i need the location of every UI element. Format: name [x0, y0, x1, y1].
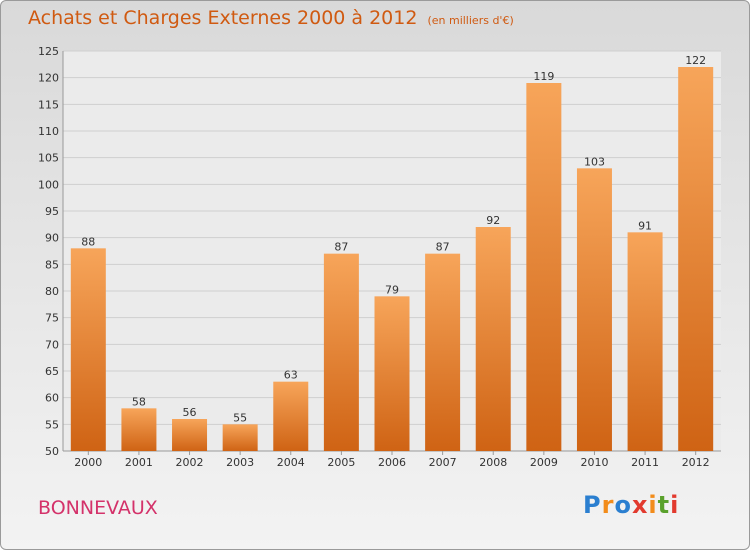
bar — [273, 381, 309, 451]
x-tick-label: 2001 — [125, 456, 153, 469]
bar — [121, 408, 157, 451]
y-tick-label: 85 — [45, 258, 59, 271]
x-tick-label: 2006 — [378, 456, 406, 469]
chart-title: Achats et Charges Externes 2000 à 2012 (e… — [28, 7, 514, 29]
y-tick-label: 70 — [45, 338, 59, 351]
x-tick-label: 2008 — [479, 456, 507, 469]
bar — [70, 248, 106, 451]
y-tick-label: 110 — [38, 125, 59, 138]
chart-title-main: Achats et Charges Externes 2000 à 2012 — [28, 7, 418, 29]
bar — [323, 253, 359, 451]
bar — [374, 296, 410, 451]
x-tick-label: 2012 — [682, 456, 710, 469]
bar — [172, 419, 208, 451]
x-tick-label: 2007 — [429, 456, 457, 469]
proxiti-logo: Proxiti — [583, 491, 679, 519]
bar — [576, 168, 612, 452]
x-tick-label: 2003 — [226, 456, 254, 469]
bar-value-label: 122 — [685, 54, 706, 67]
bar — [475, 227, 511, 451]
x-tick-label: 2005 — [327, 456, 355, 469]
bar — [222, 424, 258, 451]
x-tick-label: 2000 — [74, 456, 102, 469]
x-tick-label: 2004 — [277, 456, 305, 469]
logo-letter: o — [614, 491, 632, 519]
x-tick-label: 2011 — [631, 456, 659, 469]
city-name: BONNEVAUX — [38, 497, 158, 519]
logo-letter: P — [583, 491, 602, 519]
y-tick-label: 60 — [45, 392, 59, 405]
logo-letter: x — [631, 491, 649, 519]
y-tick-label: 95 — [45, 205, 59, 218]
y-tick-label: 120 — [38, 72, 59, 85]
bar-value-label: 87 — [436, 241, 450, 254]
bar-value-label: 119 — [533, 70, 554, 83]
bar-value-label: 103 — [584, 155, 605, 168]
logo-letter: t — [657, 491, 671, 519]
bar-value-label: 92 — [486, 214, 500, 227]
logo-letter: i — [648, 491, 658, 519]
bar-value-label: 63 — [284, 369, 298, 382]
bar-value-label: 91 — [638, 219, 652, 232]
y-tick-label: 50 — [45, 445, 59, 458]
y-tick-label: 125 — [38, 45, 59, 58]
x-tick-label: 2002 — [176, 456, 204, 469]
y-tick-label: 75 — [45, 312, 59, 325]
y-tick-label: 90 — [45, 232, 59, 245]
logo-letter: i — [670, 491, 680, 519]
bar-value-label: 56 — [183, 406, 197, 419]
x-tick-label: 2010 — [580, 456, 608, 469]
bar-value-label: 88 — [81, 235, 95, 248]
bar-value-label: 79 — [385, 283, 399, 296]
y-tick-label: 80 — [45, 285, 59, 298]
bar — [678, 67, 714, 451]
bar — [425, 253, 461, 451]
y-tick-label: 55 — [45, 418, 59, 431]
x-tick-label: 2009 — [530, 456, 558, 469]
bar — [627, 232, 663, 451]
y-tick-label: 100 — [38, 178, 59, 191]
chart-title-unit: (en milliers d'€) — [427, 14, 514, 27]
bar-value-label: 87 — [334, 241, 348, 254]
y-tick-label: 65 — [45, 365, 59, 378]
y-tick-label: 105 — [38, 152, 59, 165]
bar — [526, 83, 562, 451]
y-tick-label: 115 — [38, 98, 59, 111]
bar-value-label: 55 — [233, 411, 247, 424]
logo-letter: r — [601, 491, 615, 519]
bar-value-label: 58 — [132, 395, 146, 408]
